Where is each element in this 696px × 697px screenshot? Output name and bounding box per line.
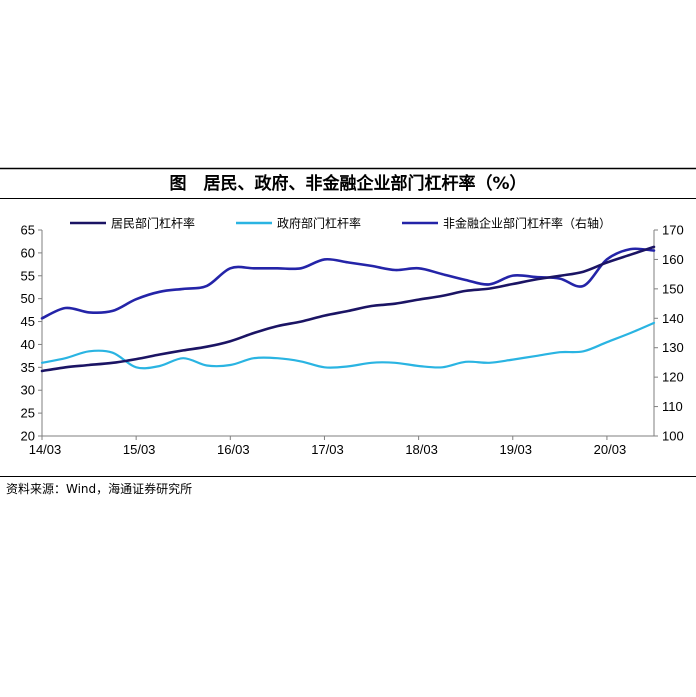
x-tick-label: 18/03 xyxy=(405,442,438,457)
y-right-tick-label: 170 xyxy=(662,223,684,238)
x-tick-label: 17/03 xyxy=(311,442,344,457)
y-left-tick-label: 35 xyxy=(21,360,35,375)
y-left-tick-label: 45 xyxy=(21,314,35,329)
y-left-tick-label: 50 xyxy=(21,291,35,306)
legend-label-government: 政府部门杠杆率 xyxy=(277,216,361,231)
x-tick-label: 16/03 xyxy=(217,442,250,457)
series-line-government xyxy=(40,321,656,370)
y-left-tick-label: 65 xyxy=(21,223,35,238)
legend-label-corporate: 非金融企业部门杠杆率（右轴） xyxy=(443,216,611,231)
y-left-tick-label: 30 xyxy=(21,383,35,398)
x-tick-label: 20/03 xyxy=(594,442,627,457)
source-note: 资料来源：Wind，海通证券研究所 xyxy=(6,481,192,496)
y-left-tick-label: 25 xyxy=(21,406,35,421)
series-line-household xyxy=(40,245,656,373)
x-tick-label: 19/03 xyxy=(499,442,532,457)
y-left-tick-label: 55 xyxy=(21,268,35,283)
x-tick-label: 15/03 xyxy=(123,442,156,457)
y-right-tick-label: 140 xyxy=(662,311,684,326)
y-right-tick-label: 160 xyxy=(662,252,684,267)
y-right-tick-label: 110 xyxy=(662,399,683,414)
legend: 居民部门杠杆率 政府部门杠杆率 非金融企业部门杠杆率（右轴） xyxy=(70,216,611,231)
plot-area: 65 60 55 50 45 40 35 30 25 20 170 160 150 140 130 120 11… xyxy=(21,223,684,458)
y-right-tick-label: 120 xyxy=(662,370,684,385)
x-tick-label: 14/03 xyxy=(29,442,62,457)
figure-title: 图 居民、政府、非金融企业部门杠杆率（%） xyxy=(169,173,526,194)
y-right-tick-label: 100 xyxy=(662,429,684,444)
y-right-tick-label: 130 xyxy=(662,340,684,355)
y-right-tick-label: 150 xyxy=(662,281,684,296)
y-left-tick-label: 20 xyxy=(21,429,35,444)
legend-label-household: 居民部门杠杆率 xyxy=(111,216,195,231)
y-left-tick-label: 40 xyxy=(21,337,35,352)
series-line-corporate xyxy=(40,247,656,320)
y-left-tick-label: 60 xyxy=(21,245,35,260)
